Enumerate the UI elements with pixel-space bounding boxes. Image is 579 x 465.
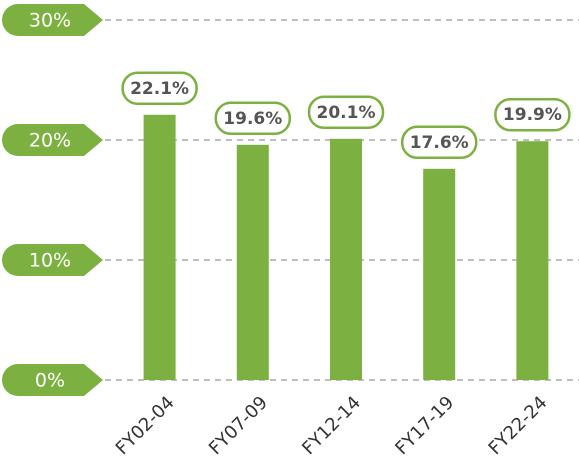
value-label: 19.6%: [223, 109, 282, 129]
y-tick-pill: [2, 4, 103, 36]
value-label-box: [307, 95, 385, 130]
bar: [423, 168, 456, 380]
value-label: 22.1%: [130, 79, 189, 99]
value-label-box: [400, 125, 478, 160]
bar: [143, 114, 176, 381]
value-label-box: [494, 97, 571, 132]
y-tick-label: 0%: [35, 370, 65, 392]
x-tick-label: FY17-19: [391, 392, 458, 459]
bar: [236, 144, 269, 380]
y-tick-pill: [2, 244, 103, 276]
bar: [330, 138, 362, 380]
value-label: 19.9%: [503, 105, 562, 125]
value-label: 20.1%: [317, 103, 376, 123]
value-label-box: [121, 71, 198, 106]
x-tick-label: FY12-14: [298, 392, 365, 459]
y-tick-pill: [2, 364, 103, 396]
y-tick-label: 30%: [29, 10, 71, 32]
value-label-box: [214, 101, 292, 136]
y-tick-pill: [2, 124, 103, 156]
x-tick-label: FY02-04: [112, 392, 179, 459]
bar: [516, 141, 549, 380]
x-tick-label: FY07-09: [205, 392, 272, 459]
y-tick-label: 10%: [29, 250, 71, 272]
value-label: 17.6%: [410, 133, 469, 153]
y-tick-label: 20%: [29, 130, 71, 152]
x-tick-label: FY22-24: [485, 392, 552, 459]
